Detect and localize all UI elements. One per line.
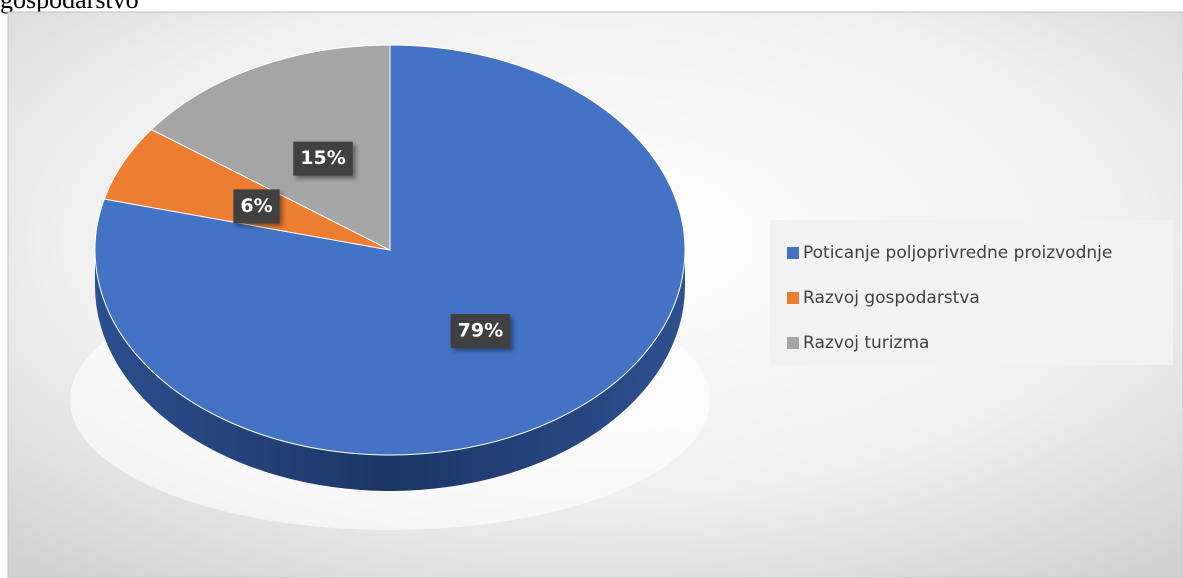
data-label-box (233, 189, 280, 224)
legend-label: Razvoj gospodarstva (803, 288, 980, 308)
slice (94, 44, 686, 456)
legend-swatch (787, 247, 799, 259)
data-label-box (293, 141, 353, 176)
heading: gospodarstvo (0, 0, 139, 14)
data-label: 15% (300, 147, 345, 169)
data-label: 79% (458, 319, 503, 341)
legend (770, 220, 1173, 365)
legend-swatch (787, 337, 799, 349)
legend-label: Razvoj turizma (803, 333, 929, 353)
slice-side (95, 250, 685, 491)
data-label: 6% (240, 195, 272, 217)
data-label-box (450, 313, 511, 348)
slice (150, 44, 391, 251)
legend-label: Poticanje poljoprivredne proizvodnje (803, 243, 1112, 263)
legend-swatch (787, 292, 799, 304)
